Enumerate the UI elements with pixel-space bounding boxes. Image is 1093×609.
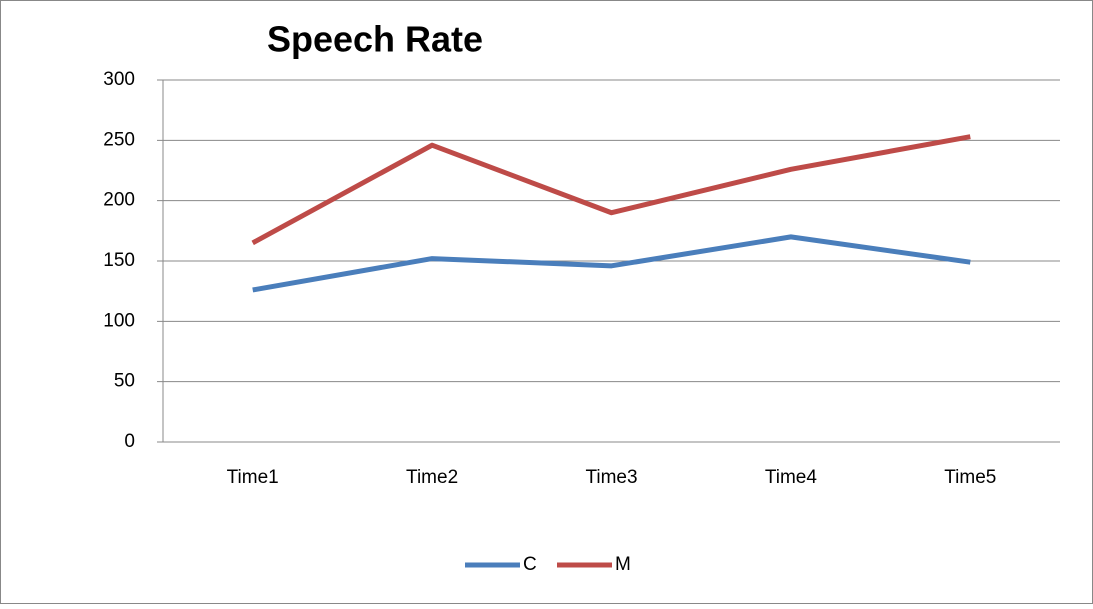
chart-title: Speech Rate <box>267 19 483 60</box>
x-tick-label: Time2 <box>406 467 458 488</box>
y-tick-label: 50 <box>114 371 135 392</box>
y-tick-label: 150 <box>103 250 135 271</box>
x-tick-label: Time5 <box>944 467 996 488</box>
legend-label: C <box>523 554 537 575</box>
legend-label: M <box>615 554 631 575</box>
y-tick-label: 250 <box>103 129 135 150</box>
line-series <box>252 234 971 293</box>
x-tick-label: Time4 <box>765 467 818 488</box>
y-tick-label: 0 <box>124 431 135 452</box>
y-tick-label: 200 <box>103 190 135 211</box>
y-tick-label: 100 <box>103 310 135 331</box>
y-tick-label: 300 <box>103 69 135 90</box>
line-series <box>251 134 971 246</box>
x-tick-label: Time1 <box>227 467 279 488</box>
x-tick-label: Time3 <box>585 467 637 488</box>
